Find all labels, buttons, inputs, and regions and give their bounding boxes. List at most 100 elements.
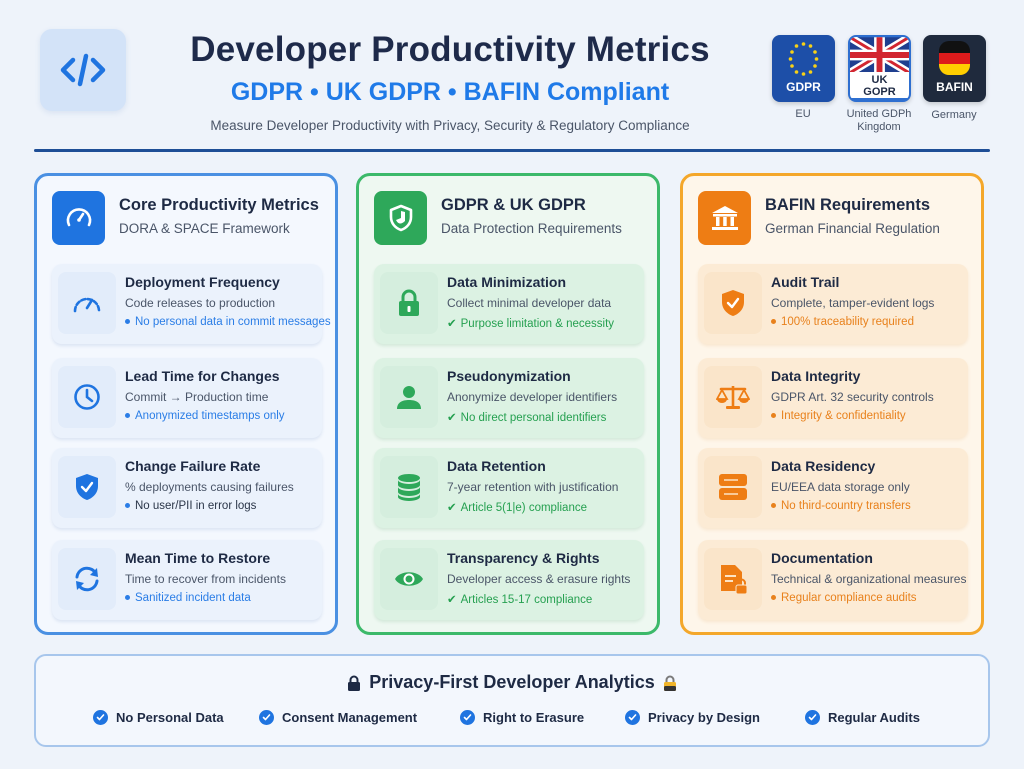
card-description: Anonymize developer identifiers xyxy=(447,390,618,404)
card-title: Audit Trail xyxy=(771,274,840,290)
metric-card-lead-time[interactable]: Lead Time for Changes Commit → Productio… xyxy=(52,358,322,438)
panel-icon xyxy=(698,191,751,245)
card-description: GDPR Art. 32 security controls xyxy=(771,390,934,404)
feature-right-to-erasure: Right to Erasure xyxy=(460,710,584,725)
card-title: Data Residency xyxy=(771,458,876,474)
card-title: Documentation xyxy=(771,550,873,566)
card-description: Collect minimal developer data xyxy=(447,296,612,310)
card-description: EU/EEA data storage only xyxy=(771,480,910,494)
footer-title: Privacy-First Developer Analytics xyxy=(36,672,988,693)
check-circle-icon xyxy=(625,710,640,725)
document-lock-icon xyxy=(721,565,748,595)
refresh-icon xyxy=(75,566,99,592)
card-note: No personal data in commit messages xyxy=(125,316,331,328)
panel-icon xyxy=(52,191,105,245)
check-circle-icon xyxy=(93,710,108,725)
eye-icon xyxy=(395,572,423,586)
shield-check-icon xyxy=(722,290,744,316)
card-title: Data Integrity xyxy=(771,368,861,384)
panel-subtitle: Data Protection Requirements xyxy=(441,221,622,236)
bank-icon xyxy=(711,206,738,230)
jurisdiction-flags: GDPR UK GOPR BAFIN EU United GDPh Kingdom… xyxy=(770,35,990,145)
lock-icon xyxy=(348,675,361,691)
eu-flag-badge: GDPR xyxy=(772,35,835,102)
panel-title: GDPR & UK GDPR xyxy=(441,196,586,214)
card-note: ✔ No direct personal identifiers xyxy=(447,412,607,424)
clock-icon xyxy=(74,384,100,410)
germany-flag-icon xyxy=(939,41,970,75)
app-logo xyxy=(40,29,126,111)
card-note: 100% traceability required xyxy=(771,316,914,328)
requirement-card-data-retention[interactable]: Data Retention 7-year retention with jus… xyxy=(374,448,644,528)
uk-flag-caption: United GDPh Kingdom xyxy=(846,108,912,133)
speedometer-icon xyxy=(66,208,91,227)
card-note: Anonymized timestamps only xyxy=(125,410,285,422)
metric-card-change-failure-rate[interactable]: Change Failure Rate % deployments causin… xyxy=(52,448,322,528)
germany-flag-label: BAFIN xyxy=(936,80,973,94)
card-note: No third-country transfers xyxy=(771,500,911,512)
user-icon xyxy=(397,386,421,409)
footer-title-text: Privacy-First Developer Analytics xyxy=(369,672,655,692)
shield-check-icon xyxy=(76,474,98,500)
page-tagline: Measure Developer Productivity with Priv… xyxy=(210,118,690,133)
card-note: Integrity & confidentiality xyxy=(771,410,906,422)
shield-icon xyxy=(389,204,412,232)
lock-icon xyxy=(399,289,419,316)
gdpr-panel: GDPR & UK GDPR Data Protection Requireme… xyxy=(356,173,660,635)
core-metrics-panel: Core Productivity Metrics DORA & SPACE F… xyxy=(34,173,338,635)
padlock-emoji-icon xyxy=(663,675,676,691)
card-note: No user/PII in error logs xyxy=(125,500,256,512)
requirement-card-data-minimization[interactable]: Data Minimization Collect minimal develo… xyxy=(374,264,644,344)
check-circle-icon xyxy=(460,710,475,725)
feature-consent-management: Consent Management xyxy=(259,710,417,725)
card-description: Developer access & erasure rights xyxy=(447,572,631,586)
card-description: Code releases to production xyxy=(125,296,276,310)
privacy-footer: Privacy-First Developer Analytics No Per… xyxy=(34,654,990,747)
requirement-card-transparency[interactable]: Transparency & Rights Developer access &… xyxy=(374,540,644,620)
card-title: Data Minimization xyxy=(447,274,567,290)
feature-no-personal-data: No Personal Data xyxy=(93,710,224,725)
card-title: Pseudonymization xyxy=(447,368,571,384)
card-description: Complete, tamper-evident logs xyxy=(771,296,935,310)
card-title: Deployment Frequency xyxy=(125,274,280,290)
card-description: 7-year retention with justification xyxy=(447,480,619,494)
footer-feature-list: No Personal Data Consent Management Righ… xyxy=(36,710,988,730)
metric-card-deployment-frequency[interactable]: Deployment Frequency Code releases to pr… xyxy=(52,264,331,344)
header-divider xyxy=(34,149,990,152)
page-subtitle: GDPR • UK GDPR • BAFIN Compliant xyxy=(230,78,670,106)
panel-title: BAFIN Requirements xyxy=(765,196,931,214)
database-icon xyxy=(398,474,420,501)
bafin-panel: BAFIN Requirements German Financial Regu… xyxy=(680,173,984,635)
panel-subtitle: German Financial Regulation xyxy=(765,221,940,236)
germany-flag-badge: BAFIN xyxy=(923,35,986,102)
server-icon xyxy=(719,474,747,500)
code-brackets-icon xyxy=(60,53,106,87)
page-title: Developer Productivity Metrics xyxy=(190,30,710,69)
card-note: ✔ Purpose limitation & necessity xyxy=(447,318,615,330)
uk-flag-icon xyxy=(850,37,909,73)
requirement-card-audit-trail[interactable]: Audit Trail Complete, tamper-evident log… xyxy=(698,264,968,344)
scales-icon xyxy=(716,386,750,409)
feature-regular-audits: Regular Audits xyxy=(805,710,920,725)
card-note: Sanitized incident data xyxy=(125,592,251,604)
card-description: Technical & organizational measures xyxy=(771,572,967,586)
requirement-card-data-residency[interactable]: Data Residency EU/EEA data storage only … xyxy=(698,448,968,528)
card-title: Mean Time to Restore xyxy=(125,550,271,566)
eu-flag-icon xyxy=(788,42,819,76)
requirement-card-pseudonymization[interactable]: Pseudonymization Anonymize developer ide… xyxy=(374,358,644,438)
card-title: Change Failure Rate xyxy=(125,458,261,474)
panel-subtitle: DORA & SPACE Framework xyxy=(119,221,290,236)
germany-flag-caption: Germany xyxy=(931,109,977,121)
card-description: % deployments causing failures xyxy=(125,480,294,494)
panel-title: Core Productivity Metrics xyxy=(119,196,319,214)
card-description: Commit → Production time xyxy=(125,390,269,404)
eu-flag-caption: EU xyxy=(795,108,811,120)
uk-flag-badge: UK GOPR xyxy=(848,35,911,102)
metric-card-mttr[interactable]: Mean Time to Restore Time to recover fro… xyxy=(52,540,322,620)
requirement-card-documentation[interactable]: Documentation Technical & organizational… xyxy=(698,540,968,620)
requirement-card-data-integrity[interactable]: Data Integrity GDPR Art. 32 security con… xyxy=(698,358,968,438)
check-circle-icon xyxy=(259,710,274,725)
card-description: Time to recover from incidents xyxy=(125,572,286,586)
uk-flag-label: UK GOPR xyxy=(850,72,909,98)
gauge-icon xyxy=(73,297,101,313)
